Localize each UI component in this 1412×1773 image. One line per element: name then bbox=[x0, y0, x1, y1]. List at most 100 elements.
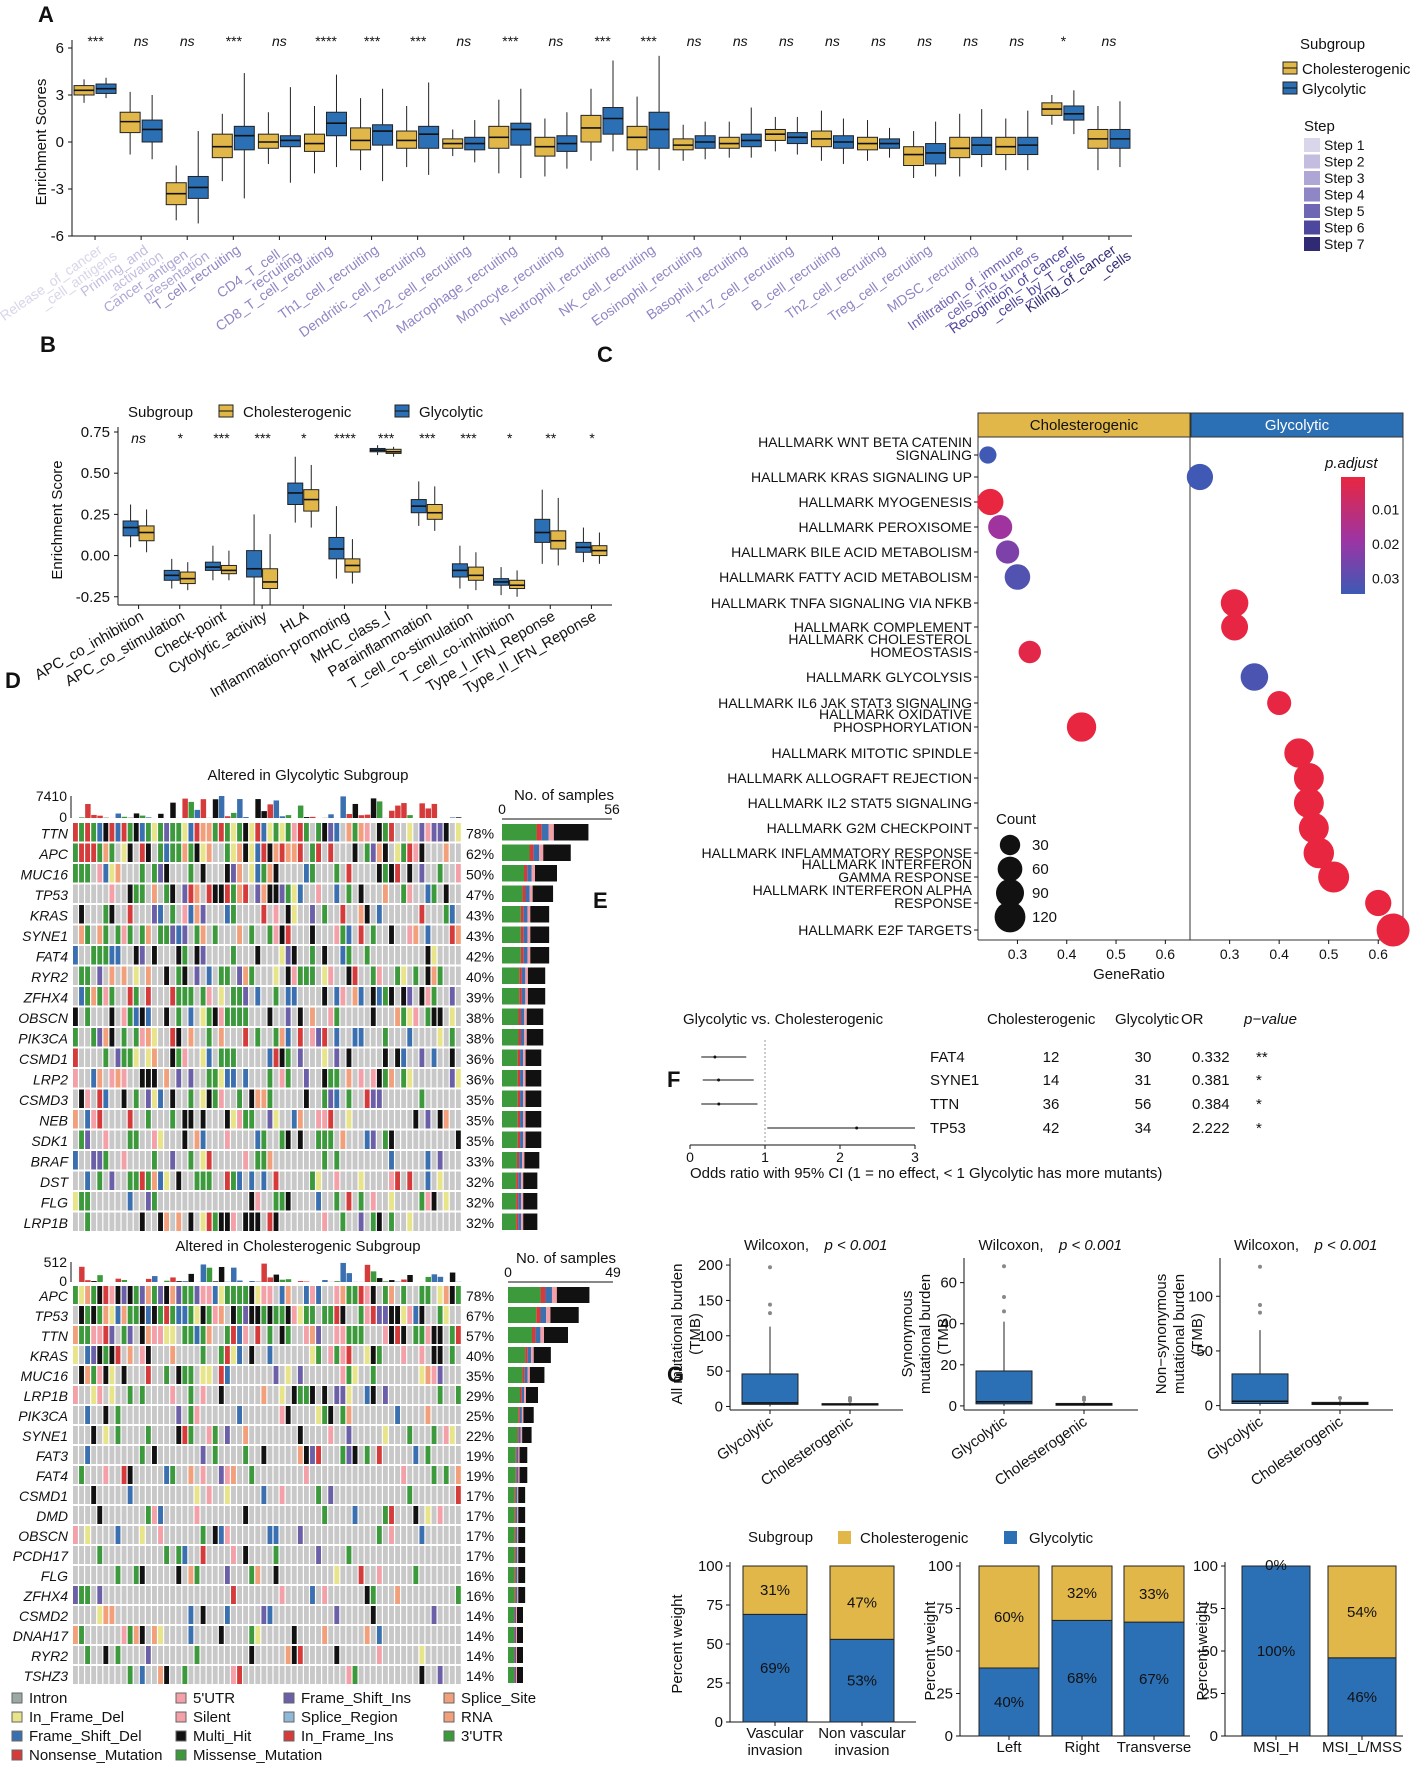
gene-label: BRAF bbox=[31, 1154, 70, 1170]
mutation-cell bbox=[249, 1130, 255, 1149]
mutation-cell bbox=[133, 823, 139, 842]
mutation-cell bbox=[334, 1646, 340, 1664]
tmb-bar bbox=[200, 799, 207, 818]
samples-tick: 49 bbox=[605, 1264, 621, 1280]
mutation-cell bbox=[449, 1646, 455, 1664]
mutation-cell bbox=[382, 1171, 388, 1190]
mutation-cell bbox=[316, 1007, 322, 1026]
mutation-cell bbox=[176, 1666, 182, 1684]
mutation-cell bbox=[455, 1326, 461, 1344]
mutation-cell bbox=[115, 1666, 121, 1684]
mutation-cell bbox=[224, 1386, 230, 1404]
mutation-cell bbox=[352, 1028, 358, 1047]
facet-label: Glycolytic bbox=[1265, 417, 1330, 434]
gene-label: PIK3CA bbox=[18, 1031, 68, 1047]
mutation-cell bbox=[316, 1212, 322, 1231]
mutation-cell bbox=[115, 823, 121, 842]
mutation-cell bbox=[145, 1130, 151, 1149]
mutation-cell bbox=[267, 1446, 273, 1464]
mutation-cell bbox=[340, 1386, 346, 1404]
mutation-cell bbox=[389, 987, 394, 1006]
mutation-cell bbox=[261, 1586, 267, 1604]
mutation-cell bbox=[389, 1151, 394, 1170]
mutation-cell bbox=[334, 1366, 340, 1384]
mutation-cell bbox=[249, 1446, 255, 1464]
mutation-cell bbox=[206, 925, 212, 944]
sample-bar bbox=[520, 947, 524, 964]
mutation-cell bbox=[176, 987, 182, 1006]
mutation-cell bbox=[176, 1306, 182, 1324]
significance-label: ns bbox=[871, 33, 886, 49]
mutation-cell bbox=[431, 1171, 437, 1190]
mutation-cell bbox=[85, 1506, 91, 1524]
mutation-cell bbox=[297, 1110, 303, 1129]
bar-glycolytic bbox=[829, 1638, 895, 1723]
mutation-cell bbox=[115, 1406, 121, 1424]
mutation-cell bbox=[127, 1646, 133, 1664]
mutation-cell bbox=[407, 1466, 413, 1484]
mutation-cell bbox=[382, 1192, 388, 1211]
mutation-cell bbox=[279, 1406, 285, 1424]
mutation-cell bbox=[224, 1586, 230, 1604]
mutation-cell bbox=[419, 987, 425, 1006]
mutation-cell bbox=[358, 1406, 364, 1424]
mutation-cell bbox=[297, 884, 303, 903]
mutation-cell bbox=[297, 1466, 303, 1484]
mutation-cell bbox=[334, 1486, 340, 1504]
mutation-cell bbox=[176, 1526, 182, 1544]
sample-bar bbox=[532, 1327, 536, 1343]
mutation-cell bbox=[401, 966, 407, 985]
enrichment-point bbox=[1240, 663, 1269, 691]
sample-bar bbox=[518, 1172, 522, 1189]
mutation-cell bbox=[425, 1069, 431, 1088]
tmb-bar bbox=[121, 1280, 128, 1282]
mutation-cell bbox=[182, 1326, 188, 1344]
sample-bar bbox=[519, 988, 522, 1005]
percent-label: 42% bbox=[466, 949, 494, 965]
mutation-cell bbox=[73, 1666, 78, 1684]
sample-bar bbox=[517, 1527, 519, 1543]
mutation-cell bbox=[334, 1306, 340, 1324]
mutation-cell bbox=[334, 843, 340, 862]
mutation-cell bbox=[152, 1566, 157, 1584]
mutation-cell bbox=[139, 843, 145, 862]
mutation-cell bbox=[425, 1048, 431, 1067]
mutation-cell bbox=[121, 1386, 127, 1404]
mutation-cell bbox=[194, 864, 200, 883]
mutation-cell bbox=[152, 1346, 157, 1364]
mutation-cell bbox=[267, 1212, 273, 1231]
mutation-cell bbox=[267, 1326, 273, 1344]
mutation-cell bbox=[303, 946, 309, 965]
x-tick-label: 0.5 bbox=[1319, 946, 1339, 962]
mutation-cell bbox=[419, 1346, 425, 1364]
mutation-cell bbox=[401, 1089, 407, 1108]
mutation-cell bbox=[127, 1326, 133, 1344]
mutation-cell bbox=[79, 946, 84, 965]
sample-bar bbox=[517, 1627, 523, 1643]
mutation-cell bbox=[103, 1406, 109, 1424]
mutation-cell bbox=[109, 1526, 115, 1544]
mutation-cell bbox=[85, 1286, 91, 1304]
mutation-cell bbox=[310, 843, 315, 862]
mutation-cell bbox=[419, 946, 425, 965]
mutation-cell bbox=[376, 1646, 382, 1664]
mutation-cell bbox=[133, 1306, 139, 1324]
sample-bar bbox=[502, 947, 521, 964]
mutation-cell bbox=[352, 1566, 358, 1584]
mutation-cell bbox=[243, 864, 249, 883]
mutation-cell bbox=[133, 1130, 139, 1149]
mutation-cell bbox=[346, 1606, 352, 1624]
mutation-cell bbox=[182, 1069, 188, 1088]
mutation-cell bbox=[370, 1346, 376, 1364]
percent-label: 32% bbox=[466, 1195, 494, 1211]
mutation-cell bbox=[109, 1546, 115, 1564]
mutation-cell bbox=[121, 1426, 127, 1444]
mutation-cell bbox=[370, 1406, 376, 1424]
mutation-cell bbox=[334, 1526, 340, 1544]
mutation-cell bbox=[243, 823, 249, 842]
mutation-cell bbox=[358, 1171, 364, 1190]
mutation-cell bbox=[297, 1306, 303, 1324]
sample-bar bbox=[543, 844, 571, 861]
mutation-cell bbox=[231, 1212, 236, 1231]
mutation-cell bbox=[395, 1486, 401, 1504]
